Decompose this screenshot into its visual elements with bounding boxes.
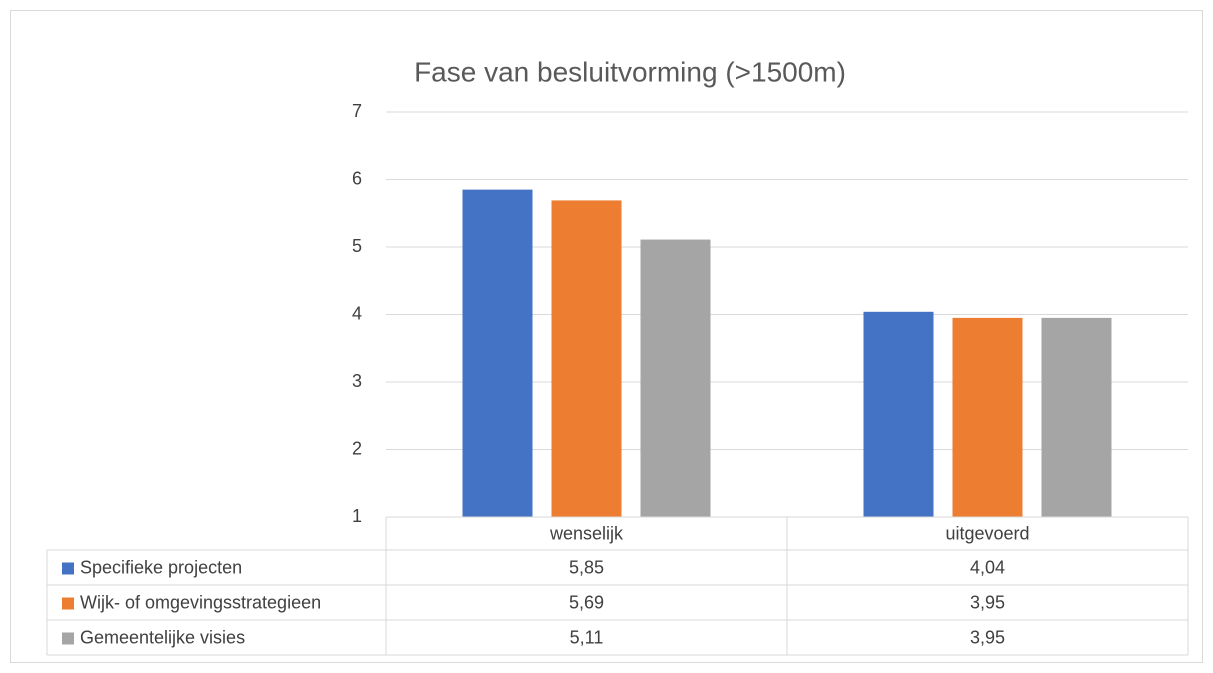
data-label: 3,95 [970,592,1005,612]
data-label: 5,11 [570,627,604,647]
data-label: 4,04 [970,557,1005,577]
y-tick-label: 7 [352,101,362,121]
y-tick-label: 3 [352,371,362,391]
data-label: 5,69 [569,592,604,612]
y-tick-label: 4 [352,303,362,323]
bar [640,239,711,517]
y-tick-label: 6 [352,168,362,188]
bar [952,317,1023,517]
x-tick-label: uitgevoerd [945,523,1029,543]
legend-swatch [62,597,74,610]
bar [1041,317,1112,517]
y-tick-label: 1 [352,506,362,526]
chart-title: Fase van besluitvorming (>1500m) [414,56,846,87]
legend-label: Gemeentelijke visies [80,627,245,647]
y-tick-label: 5 [352,236,362,256]
bar [863,311,934,517]
bar [462,189,533,517]
data-label: 5,85 [569,557,604,577]
legend-swatch [62,562,74,575]
bar [551,200,622,518]
legend-label: Specifieke projecten [80,557,242,577]
legend-swatch [62,632,74,645]
legend-label: Wijk- of omgevingsstrategieen [80,592,321,612]
x-tick-label: wenselijk [549,523,624,543]
y-tick-label: 2 [352,438,362,458]
data-label: 3,95 [970,627,1005,647]
